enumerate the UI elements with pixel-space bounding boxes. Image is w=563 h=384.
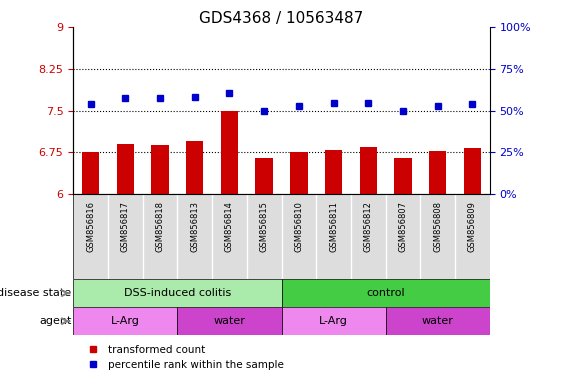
Bar	[429, 151, 446, 194]
Text: GSM856812: GSM856812	[364, 201, 373, 252]
Text: L-Arg: L-Arg	[319, 316, 348, 326]
Bar	[290, 152, 307, 194]
Text: GSM856815: GSM856815	[260, 201, 269, 252]
Legend: transformed count, percentile rank within the sample: transformed count, percentile rank withi…	[78, 340, 288, 374]
Bar	[186, 141, 203, 194]
Bar	[221, 111, 238, 194]
Text: DSS-induced colitis: DSS-induced colitis	[124, 288, 231, 298]
Text: water: water	[213, 316, 245, 326]
Text: water: water	[422, 316, 454, 326]
Bar	[151, 145, 169, 194]
Text: disease state: disease state	[0, 288, 72, 298]
Title: GDS4368 / 10563487: GDS4368 / 10563487	[199, 11, 364, 26]
Text: GSM856816: GSM856816	[86, 201, 95, 252]
Bar	[394, 158, 412, 194]
Text: agent: agent	[39, 316, 72, 326]
Bar	[464, 149, 481, 194]
Bar	[117, 144, 134, 194]
Bar	[256, 158, 273, 194]
Text: GSM856810: GSM856810	[294, 201, 303, 252]
Bar	[282, 279, 490, 307]
Bar	[386, 307, 490, 335]
Bar	[325, 149, 342, 194]
Text: GSM856814: GSM856814	[225, 201, 234, 252]
Text: GSM856808: GSM856808	[434, 201, 442, 252]
Bar	[82, 152, 99, 194]
Bar	[282, 307, 386, 335]
Bar	[360, 147, 377, 194]
Text: GSM856817: GSM856817	[121, 201, 129, 252]
Text: L-Arg: L-Arg	[111, 316, 140, 326]
Bar	[73, 307, 177, 335]
Bar	[73, 279, 282, 307]
Text: GSM856807: GSM856807	[399, 201, 408, 252]
Text: GSM856809: GSM856809	[468, 201, 477, 252]
Text: control: control	[367, 288, 405, 298]
Bar	[177, 307, 282, 335]
Text: GSM856813: GSM856813	[190, 201, 199, 252]
Text: GSM856818: GSM856818	[155, 201, 164, 252]
Text: GSM856811: GSM856811	[329, 201, 338, 252]
